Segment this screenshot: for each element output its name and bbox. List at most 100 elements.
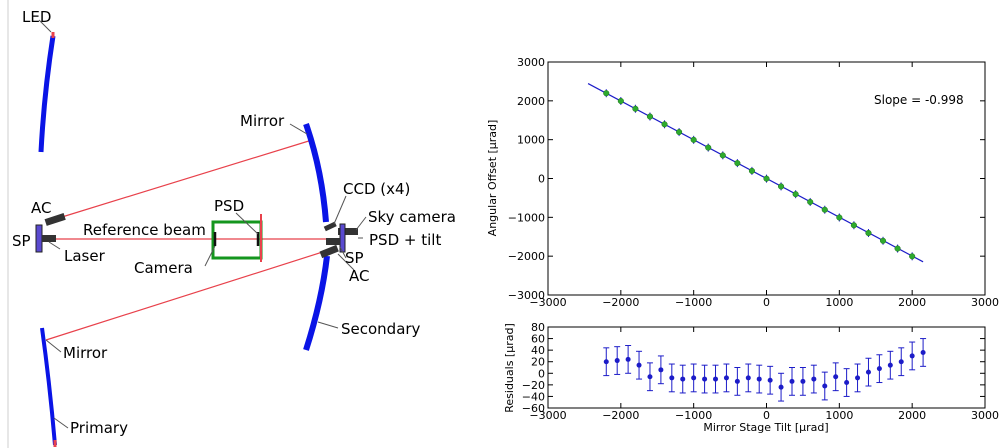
label-psd-tilt: PSD + tilt	[369, 231, 441, 249]
ac-left-device	[44, 213, 66, 226]
optical-diagram: LED Mirror CCD (x4) Sky camera AC PSD Re…	[12, 8, 456, 447]
residual-point	[822, 383, 828, 389]
fit-line	[587, 83, 924, 263]
offset-point	[603, 90, 610, 97]
bottom-x-tick-label: 2000	[898, 409, 926, 422]
label-mirror-bottom: Mirror	[63, 344, 108, 362]
offset-point	[748, 167, 755, 174]
label-ac-left: AC	[31, 199, 51, 217]
residuals-chart: −3000 −2000 −1000 0 1000 2000 3000806040200−20…	[503, 321, 999, 434]
bottom-x-tick-label: 0	[763, 409, 770, 422]
slope-annotation: Slope = -0.998	[874, 93, 964, 107]
label-led: LED	[22, 8, 51, 26]
offset-point	[763, 175, 770, 182]
top-data-points	[603, 89, 916, 261]
top-x-tick-label: 0	[763, 296, 770, 309]
residual-point	[636, 362, 642, 368]
bottom-y-tick-label: 0	[538, 367, 545, 380]
bottom-x-tick-label: 1000	[825, 409, 853, 422]
bottom-y-tick-label: 80	[531, 321, 545, 334]
offset-point	[734, 160, 741, 167]
offset-point	[719, 152, 726, 159]
bottom-y-tick-label: −60	[522, 402, 545, 415]
top-y-tick-label: −1000	[508, 211, 545, 224]
top-y-tick-label: 3000	[517, 56, 545, 69]
top-x-tick-label: 2000	[898, 296, 926, 309]
bottom-x-tick-label: −1000	[675, 409, 712, 422]
residual-point	[898, 359, 904, 365]
top-x-tick-label: −1000	[675, 296, 712, 309]
offset-point	[865, 229, 872, 237]
residual-point	[767, 377, 773, 383]
top-ylabel: Angular Offset [µrad]	[486, 120, 499, 237]
psd-box	[211, 220, 263, 260]
psd-tilt-device	[326, 238, 340, 245]
residual-point	[745, 375, 751, 381]
residual-point	[800, 378, 806, 384]
bottom-x-tick-label: −3000	[529, 409, 566, 422]
top-y-tick-label: 2000	[517, 95, 545, 108]
bottom-y-tick-label: −20	[522, 379, 545, 392]
ccd-device	[323, 221, 337, 232]
label-secondary: Secondary	[341, 320, 421, 338]
bottom-y-tick-label: 40	[531, 344, 545, 357]
offset-point	[705, 144, 712, 151]
offset-point	[617, 97, 624, 105]
offset-point	[894, 245, 901, 252]
residual-point	[691, 375, 697, 381]
offset-point	[909, 253, 916, 260]
bottom-plot-frame	[547, 326, 986, 409]
residual-point	[811, 376, 817, 382]
ac-right-device	[319, 244, 339, 259]
residual-point	[713, 376, 719, 382]
bottom-y-tick-label: 20	[531, 356, 545, 369]
offset-point	[879, 237, 887, 244]
label-camera: Camera	[134, 259, 193, 277]
bottom-y-tick-label: −40	[522, 390, 545, 403]
label-sp-left: SP	[12, 232, 31, 250]
residual-point	[702, 376, 708, 382]
label-laser: Laser	[64, 247, 106, 265]
top-y-tick-label: 1000	[517, 134, 545, 147]
residual-point	[723, 375, 729, 381]
residual-point	[844, 380, 850, 386]
sp-left-device	[35, 224, 43, 253]
offset-point	[778, 183, 785, 190]
bottom-xlabel: Mirror Stage Tilt [µrad]	[703, 421, 828, 434]
residual-point	[778, 384, 784, 390]
residual-point	[658, 367, 664, 373]
residual-point	[603, 359, 609, 365]
top-x-tick-label: 3000	[971, 296, 999, 309]
residual-point	[833, 374, 839, 380]
top-x-tick-label: −3000	[529, 296, 566, 309]
label-reference-beam: Reference beam	[83, 221, 206, 239]
label-psd: PSD	[214, 197, 244, 215]
residual-point	[756, 376, 762, 382]
top-y-tick-label: 0	[538, 173, 545, 186]
leader-lines	[38, 19, 367, 429]
offset-point	[850, 222, 857, 229]
residual-point	[647, 374, 653, 380]
offset-point	[676, 129, 683, 136]
residual-point	[789, 378, 795, 384]
offset-point	[821, 206, 828, 213]
mirror-arc	[303, 123, 329, 223]
label-sp-right: SP	[345, 249, 364, 267]
secondary-mirror-arc	[303, 255, 330, 351]
residual-point	[669, 375, 675, 381]
beams	[45, 139, 333, 341]
offset-point	[807, 198, 814, 206]
label-ccd: CCD (x4)	[343, 180, 410, 198]
offset-point	[690, 136, 697, 143]
residual-point	[876, 366, 882, 372]
laser-device	[42, 235, 56, 242]
top-y-tick-label: −3000	[508, 289, 545, 302]
residual-point	[625, 356, 631, 362]
led-mirror-arc	[38, 35, 56, 153]
label-sky-camera: Sky camera	[368, 208, 456, 226]
beam-lower	[45, 248, 333, 341]
label-ac-right: AC	[349, 267, 369, 285]
offset-point	[836, 214, 843, 221]
residual-point	[855, 375, 861, 381]
